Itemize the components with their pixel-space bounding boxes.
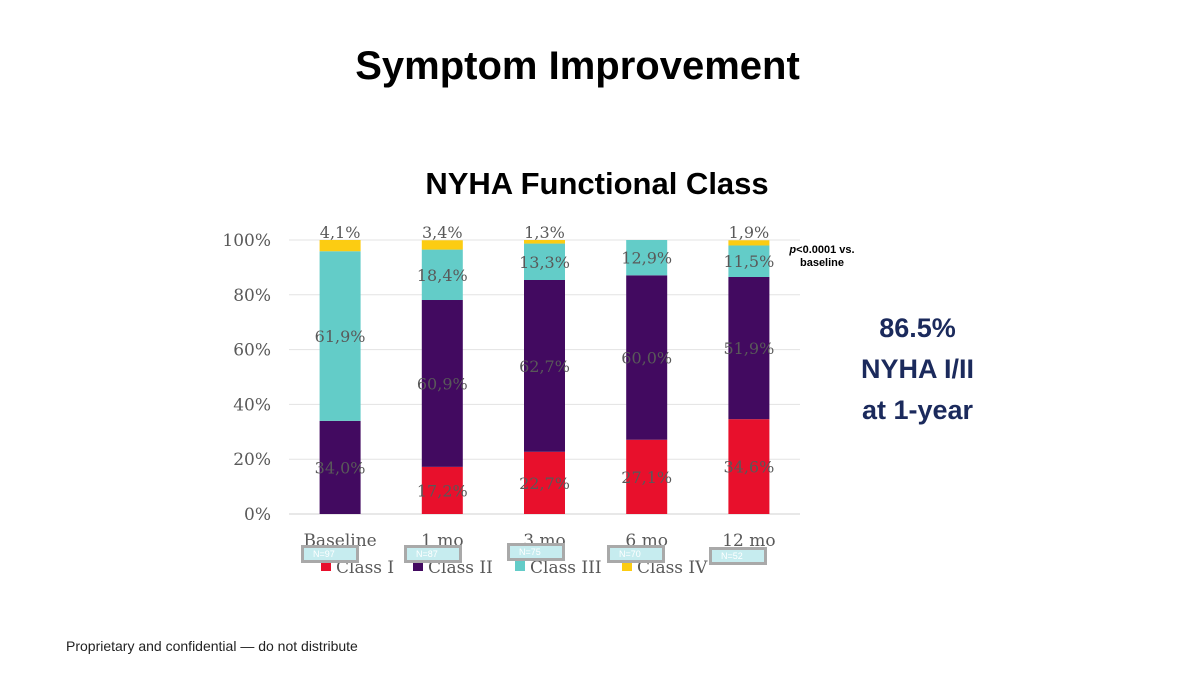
legend-swatch-class-iv — [622, 561, 632, 571]
slide-title: Symptom Improvement — [355, 44, 800, 88]
data-label-1-mo-class-i: 17,2% — [417, 481, 468, 500]
bar-1-mo-class-i — [421, 466, 463, 514]
data-label-3-mo-class-iii: 13,3% — [519, 253, 570, 272]
data-label-12-mo-class-i: 34,6% — [723, 458, 774, 477]
data-label-baseline-class-iii: 61,9% — [315, 327, 366, 346]
data-label-1-mo-class-iv: 3,4% — [422, 223, 463, 242]
bar-3-mo-class-i — [524, 451, 565, 514]
callout-class: NYHA I/II — [860, 354, 974, 384]
bar-12-mo-class-i — [728, 419, 770, 514]
one-year-callout: 86.5% NYHA I/II at 1-year — [820, 308, 1015, 431]
legend-label-class-ii: Class II — [428, 558, 493, 578]
data-label-6-mo-class-i: 27,1% — [621, 468, 672, 487]
bar-1-mo-class-iii — [421, 249, 463, 301]
data-label-12-mo-class-ii: 51,9% — [723, 339, 774, 358]
legend-swatch-class-iii — [515, 561, 525, 571]
y-tick-100: 100% — [222, 231, 271, 251]
data-label-baseline-class-iv: 4,1% — [320, 223, 361, 242]
n-label-12mo: N=52 — [709, 547, 767, 565]
y-tick-20: 20% — [233, 450, 271, 470]
data-label-baseline-class-ii: 34,0% — [315, 458, 366, 477]
y-tick-40: 40% — [233, 395, 271, 415]
bar-12-mo-class-ii — [728, 276, 770, 420]
legend-swatch-class-ii — [413, 561, 423, 571]
legend-label-class-iv: Class IV — [637, 558, 708, 578]
bar-baseline-class-iii — [319, 251, 361, 421]
bar-6-mo-class-iii — [626, 240, 668, 276]
data-label-1-mo-class-iii: 18,4% — [417, 266, 468, 285]
data-label-12-mo-class-iii: 11,5% — [723, 252, 774, 271]
n-label-1mo: N=87 — [404, 545, 462, 563]
n-label-6mo: N=70 — [607, 545, 665, 563]
data-label-3-mo-class-iv: 1,3% — [524, 223, 565, 242]
confidentiality-footer: Proprietary and confidential — do not di… — [66, 638, 358, 654]
data-label-12-mo-class-iv: 1,9% — [729, 223, 770, 242]
data-label-1-mo-class-ii: 60,9% — [417, 374, 468, 393]
callout-percent: 86.5% — [879, 313, 956, 343]
x-tick-12-mo: 12 mo — [722, 531, 775, 551]
data-label-3-mo-class-i: 22,7% — [519, 474, 570, 493]
p-value-annotation: p<0.0001 vs. baseline — [772, 244, 872, 270]
bar-3-mo-class-ii — [524, 280, 565, 452]
p-value-p: p — [789, 244, 797, 256]
p-value-text: <0.0001 vs. — [796, 244, 855, 256]
legend-label-class-iii: Class III — [530, 558, 602, 578]
chart-title: NYHA Functional Class — [425, 166, 768, 201]
p-value-baseline: baseline — [799, 257, 845, 269]
legend-label-class-i: Class I — [336, 558, 394, 578]
data-label-6-mo-class-iii: 12,9% — [621, 249, 672, 268]
y-tick-60: 60% — [233, 341, 271, 361]
bar-3-mo-class-iii — [524, 243, 565, 281]
bar-3-mo-class-iv — [524, 240, 565, 244]
bar-6-mo-class-ii — [626, 275, 668, 440]
n-label-baseline: N=97 — [301, 545, 359, 563]
bar-baseline-class-iv — [319, 240, 361, 252]
data-label-6-mo-class-ii: 60,0% — [621, 349, 672, 368]
bar-6-mo-class-i — [626, 439, 668, 514]
callout-timepoint: at 1-year — [861, 395, 974, 425]
y-tick-0: 0% — [244, 505, 271, 525]
n-label-3mo: N=75 — [507, 543, 565, 561]
y-tick-80: 80% — [233, 286, 271, 306]
legend-swatch-class-i — [321, 561, 331, 571]
bar-1-mo-class-ii — [421, 300, 463, 467]
bar-1-mo-class-iv — [421, 240, 463, 250]
bar-12-mo-class-iv — [728, 240, 770, 246]
bar-12-mo-class-iii — [728, 245, 770, 277]
bar-baseline-class-ii — [319, 420, 361, 514]
data-label-3-mo-class-ii: 62,7% — [519, 357, 570, 376]
